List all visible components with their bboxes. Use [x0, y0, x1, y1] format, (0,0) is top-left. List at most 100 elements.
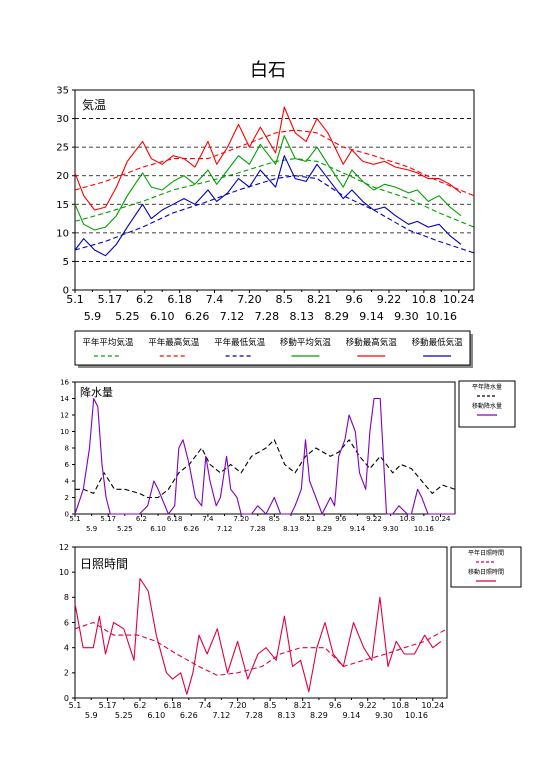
- x-tick-label: 7.28: [250, 525, 266, 533]
- x-tick-label: 10.24: [430, 515, 451, 523]
- series-line-2: [74, 175, 475, 254]
- x-tick-label: 5.1: [66, 293, 84, 306]
- y-tick-label: 6: [64, 618, 69, 627]
- x-tick-label: 9.14: [359, 310, 384, 323]
- x-tick-label: 6.10: [150, 525, 166, 533]
- x-tick-label: 8.29: [324, 310, 349, 323]
- legend-box: [450, 546, 522, 588]
- legend-label: 平年最高気温: [148, 337, 200, 348]
- legend-label: 移動日照時間: [468, 568, 504, 576]
- series-line-1: [74, 129, 475, 197]
- x-tick-label: 10.24: [443, 293, 475, 306]
- legend-label: 移動平均気温: [280, 337, 332, 348]
- x-tick-label: 5.9: [84, 310, 102, 323]
- x-tick-label: 5.17: [99, 701, 117, 710]
- y-tick-label: 10: [59, 568, 69, 577]
- y-tick-label: 0: [64, 694, 69, 703]
- x-tick-label: 6.18: [167, 515, 183, 523]
- y-tick-label: 4: [64, 643, 69, 652]
- x-tick-label: 7.12: [217, 525, 233, 533]
- x-tick-label: 8.21: [307, 293, 332, 306]
- y-tick-label: 14: [60, 395, 69, 403]
- x-tick-label: 7.20: [237, 293, 262, 306]
- x-tick-label: 6.2: [134, 701, 147, 710]
- x-tick-label: 9.14: [350, 525, 366, 533]
- x-tick-label: 9.6: [345, 293, 363, 306]
- x-tick-label: 6.2: [136, 293, 154, 306]
- x-tick-label: 5.25: [115, 310, 140, 323]
- x-tick-label: 6.2: [136, 515, 147, 523]
- series-line-1: [74, 577, 442, 695]
- y-tick-label: 8: [64, 593, 69, 602]
- x-tick-label: 7.20: [233, 515, 249, 523]
- panel-label: 日照時間: [80, 557, 128, 571]
- y-tick-label: 0: [65, 510, 69, 518]
- x-tick-label: 7.4: [206, 293, 224, 306]
- y-tick-label: 12: [59, 543, 69, 552]
- series-line-3: [74, 135, 462, 231]
- x-tick-label: 6.26: [180, 711, 198, 720]
- x-tick-label: 9.30: [375, 711, 393, 720]
- y-tick-label: 10: [60, 428, 69, 436]
- legend-label: 平年日照時間: [468, 549, 504, 557]
- y-tick-label: 20: [56, 171, 69, 182]
- plot-frame: [74, 546, 448, 699]
- x-tick-label: 10.16: [414, 525, 435, 533]
- series-line-1: [74, 397, 455, 515]
- x-tick-label: 9.22: [377, 293, 402, 306]
- x-tick-label: 9.22: [366, 515, 382, 523]
- panel-label: 気温: [82, 97, 106, 112]
- x-tick-label: 6.18: [164, 701, 182, 710]
- x-tick-label: 8.5: [269, 515, 280, 523]
- x-tick-label: 5.1: [69, 701, 82, 710]
- y-tick-label: 5: [63, 257, 69, 268]
- x-tick-label: 5.1: [69, 515, 80, 523]
- y-tick-label: 25: [56, 143, 69, 154]
- x-tick-label: 10.8: [391, 701, 409, 710]
- x-tick-label: 7.28: [255, 310, 280, 323]
- legend-label: 移動降水量: [472, 402, 502, 410]
- x-tick-label: 7.28: [245, 711, 263, 720]
- x-tick-label: 7.12: [220, 310, 245, 323]
- x-tick-label: 8.5: [276, 293, 294, 306]
- temperature-chart: 0 5 10 15 20 25 30 35 5.1 5.17 6.2 6.18 7.4 7.20 8.5 8.…: [56, 86, 475, 368]
- legend-label: 移動最低気温: [412, 337, 464, 348]
- x-tick-label: 9.6: [329, 701, 342, 710]
- x-tick-label: 9.14: [343, 711, 361, 720]
- page-title: 白石: [250, 60, 286, 81]
- series-line-0: [74, 158, 475, 228]
- y-tick-label: 16: [60, 378, 69, 386]
- y-tick-label: 10: [56, 228, 69, 239]
- x-tick-label: 5.17: [100, 515, 116, 523]
- legend-box: [458, 380, 516, 428]
- panel-label: 降水量: [80, 385, 113, 399]
- y-tick-label: 15: [56, 200, 69, 211]
- y-tick-label: 2: [65, 494, 69, 502]
- sunshine-chart: 0 2 4 6 8 10 12 5.1 5.17 6.2 6.18 7.4 7.20 8.5 8.21 9.6…: [59, 543, 522, 720]
- y-tick-label: 4: [65, 477, 70, 485]
- x-tick-label: 8.29: [316, 525, 332, 533]
- x-tick-label: 9.6: [335, 515, 347, 523]
- x-tick-label: 7.20: [229, 701, 247, 710]
- x-tick-label: 9.22: [359, 701, 377, 710]
- x-tick-label: 7.4: [199, 701, 212, 710]
- x-tick-label: 10.8: [412, 293, 437, 306]
- y-tick-label: 35: [56, 86, 69, 97]
- x-tick-label: 9.30: [394, 310, 419, 323]
- y-tick-label: 8: [65, 444, 69, 452]
- x-tick-label: 5.9: [86, 525, 97, 533]
- y-tick-label: 12: [60, 411, 69, 419]
- x-tick-label: 6.10: [150, 310, 175, 323]
- x-tick-label: 7.4: [202, 515, 214, 523]
- series-line-0: [74, 621, 448, 676]
- series-line-4: [74, 106, 462, 211]
- x-tick-label: 5.9: [85, 711, 98, 720]
- legend-box: [74, 330, 471, 366]
- x-tick-label: 6.18: [167, 293, 192, 306]
- series-line-0: [75, 439, 456, 499]
- x-tick-label: 7.12: [212, 711, 230, 720]
- x-tick-label: 8.13: [283, 525, 299, 533]
- series-line-5: [74, 155, 462, 257]
- y-tick-label: 0: [63, 286, 69, 297]
